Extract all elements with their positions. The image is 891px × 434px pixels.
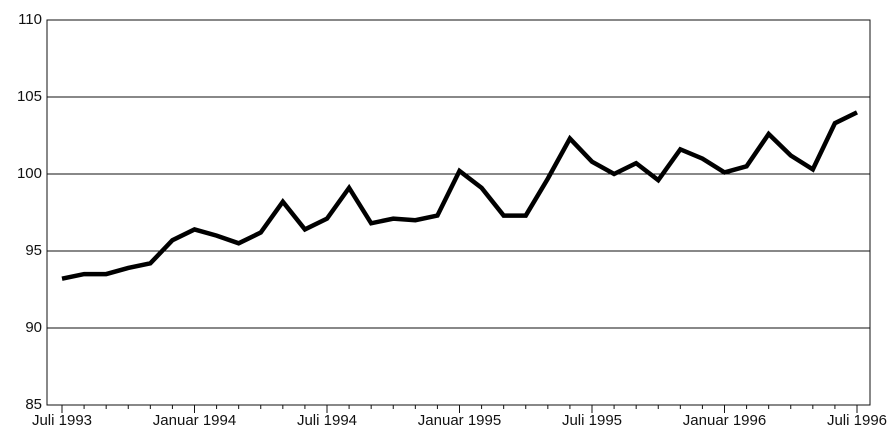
- data-line: [61, 110, 858, 281]
- x-tick-label: Januar 1994: [153, 412, 236, 429]
- x-tick-label: Juli 1996: [827, 412, 887, 429]
- y-tick-label: 95: [25, 242, 42, 259]
- x-tick-label: Juli 1994: [297, 412, 357, 429]
- x-tick-label: Juli 1995: [562, 412, 622, 429]
- plot-frame: [46, 19, 871, 406]
- x-tick-label: Juli 1993: [32, 412, 92, 429]
- x-tick-label: Januar 1996: [683, 412, 766, 429]
- y-tick-label: 105: [17, 88, 42, 105]
- y-tick-label: 100: [17, 165, 42, 182]
- y-tick-label: 85: [25, 396, 42, 413]
- y-tick-label: 90: [25, 319, 42, 336]
- y-tick-label: 110: [18, 11, 42, 28]
- x-tick-label: Januar 1995: [418, 412, 501, 429]
